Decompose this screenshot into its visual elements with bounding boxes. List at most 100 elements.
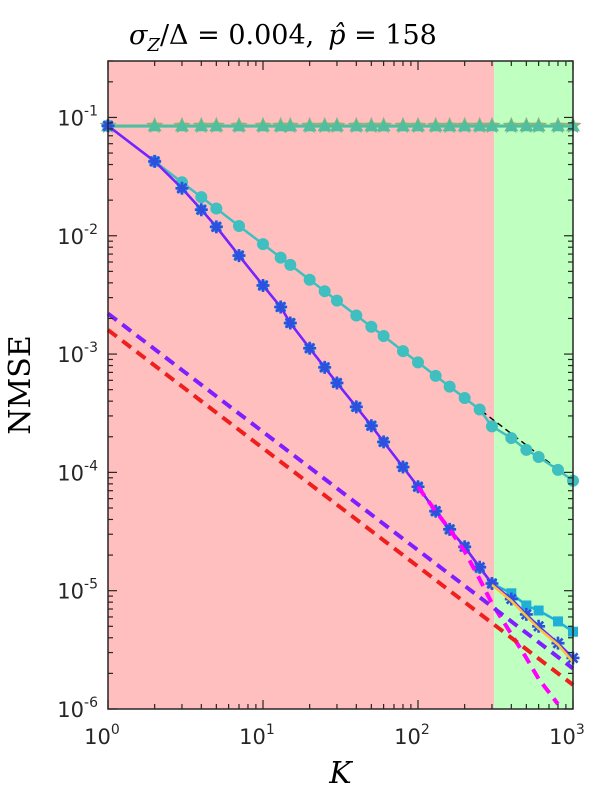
series-6-point-15 <box>377 435 391 449</box>
series-6-point-4 <box>194 203 208 217</box>
series-6-point-16 <box>396 460 410 474</box>
series-4-point-13 <box>350 309 363 322</box>
series-2-point-10 <box>302 119 317 132</box>
series-4-point-16 <box>396 345 409 358</box>
series-4-point-22 <box>485 420 498 433</box>
series-2-point-9 <box>283 119 298 132</box>
series-6-point-25 <box>532 619 546 633</box>
y-tick-label-1: 10-6 <box>57 695 98 722</box>
series-6-point-7 <box>256 278 270 292</box>
series-4-point-23 <box>505 432 518 445</box>
series-5-point-26 <box>552 616 563 627</box>
series-4-point-5 <box>210 202 223 215</box>
series-6-point-5 <box>209 220 223 234</box>
series-10 <box>106 328 575 687</box>
y-tick-label-4: 10-3 <box>57 340 98 367</box>
series-4-point-14 <box>365 320 378 333</box>
series-8 <box>416 485 560 706</box>
series-4-point-12 <box>330 294 343 307</box>
background-regions <box>108 61 573 709</box>
series-2-point-25 <box>531 119 546 132</box>
series-2-point-8 <box>273 119 288 132</box>
chart-title: σZ/Δ = 0.004, p̂ = 158 <box>129 20 437 56</box>
series-4-point-19 <box>443 380 456 393</box>
title-p-hat: p̂ <box>328 20 345 51</box>
series-2-point-17 <box>411 119 425 132</box>
series-4-point-17 <box>412 356 424 369</box>
series-2-point-13 <box>349 119 364 132</box>
series-6-point-10 <box>303 341 317 355</box>
series-4-point-21 <box>473 403 486 416</box>
series-4-point-15 <box>377 330 390 343</box>
series-2-point-2 <box>147 119 162 132</box>
series-9-line <box>106 311 575 671</box>
series-2-point-18 <box>428 119 443 132</box>
series-2-point-12 <box>329 119 344 132</box>
series-7 <box>491 583 574 663</box>
series-2-point-20 <box>457 119 472 132</box>
series-2-point-15 <box>376 119 391 132</box>
series-6-point-14 <box>364 419 378 433</box>
series-4-point-7 <box>257 238 269 251</box>
title-sigma: σ <box>129 20 149 51</box>
series-2-point-14 <box>364 119 379 132</box>
series-6-point-11 <box>318 360 332 374</box>
y-axis-label: NMSE <box>3 335 38 434</box>
series-4-point-25 <box>532 450 545 463</box>
series-6-point-19 <box>443 522 457 536</box>
series-2-point-11 <box>317 119 332 132</box>
series-2-point-3 <box>174 119 189 132</box>
series-4-point-6 <box>232 219 245 232</box>
series-5-point-24 <box>521 600 532 611</box>
background-region-2 <box>494 61 573 709</box>
series-4-point-20 <box>458 392 471 405</box>
series-2-point-7 <box>256 119 270 132</box>
series-2 <box>101 119 580 132</box>
x-tick-label-1: 100 <box>84 722 120 749</box>
series-7-line <box>491 583 574 663</box>
series-10-line <box>106 328 575 687</box>
series-2-point-21 <box>472 119 487 132</box>
series-2-point-6 <box>231 119 246 132</box>
series-2-point-19 <box>442 119 457 132</box>
series-9 <box>106 311 575 671</box>
series-4-point-8 <box>274 251 287 264</box>
series-4-point-10 <box>303 273 316 286</box>
plot-frame <box>107 60 574 710</box>
series-2-point-5 <box>209 119 224 132</box>
series-6-point-22 <box>485 577 499 591</box>
series-2-point-16 <box>395 119 410 132</box>
series-8-line <box>416 485 560 706</box>
series-6-point-13 <box>349 400 363 414</box>
y-tick-label-2: 10-5 <box>57 577 98 604</box>
tick-labels: 100 101 102 103 10-6 10-5 10-4 10-3 10-2 10-1 <box>57 103 585 749</box>
series-4-point-9 <box>284 258 297 271</box>
series-4-point-18 <box>429 369 442 382</box>
x-tick-label-2: 101 <box>239 722 275 749</box>
series-6-point-18 <box>429 504 443 518</box>
y-tick-label-5: 10-2 <box>57 222 98 249</box>
series-6-point-23 <box>504 592 518 606</box>
series-6-point-3 <box>175 181 189 195</box>
series-5-point-25 <box>533 605 544 616</box>
x-tick-label-3: 102 <box>394 722 430 749</box>
series-6-point-12 <box>330 376 344 390</box>
series-6-point-21 <box>473 560 487 574</box>
series-4-point-11 <box>318 285 331 298</box>
axis-ticks <box>107 60 574 710</box>
background-region-1 <box>108 61 495 709</box>
series-6-point-6 <box>232 249 246 263</box>
x-axis-label: K <box>328 756 353 791</box>
series-6-point-2 <box>148 154 162 168</box>
y-tick-label-6: 10-1 <box>57 103 98 130</box>
series-4-point-24 <box>520 443 533 456</box>
series-2-point-4 <box>194 119 209 132</box>
series-6-point-8 <box>274 300 288 314</box>
x-tick-label-4: 103 <box>549 722 585 749</box>
series-6-point-20 <box>458 540 472 554</box>
series-6-point-9 <box>283 316 297 330</box>
title-p-value: = 158 <box>346 20 437 51</box>
series-4-point-26 <box>551 463 564 476</box>
series-4 <box>102 119 579 487</box>
